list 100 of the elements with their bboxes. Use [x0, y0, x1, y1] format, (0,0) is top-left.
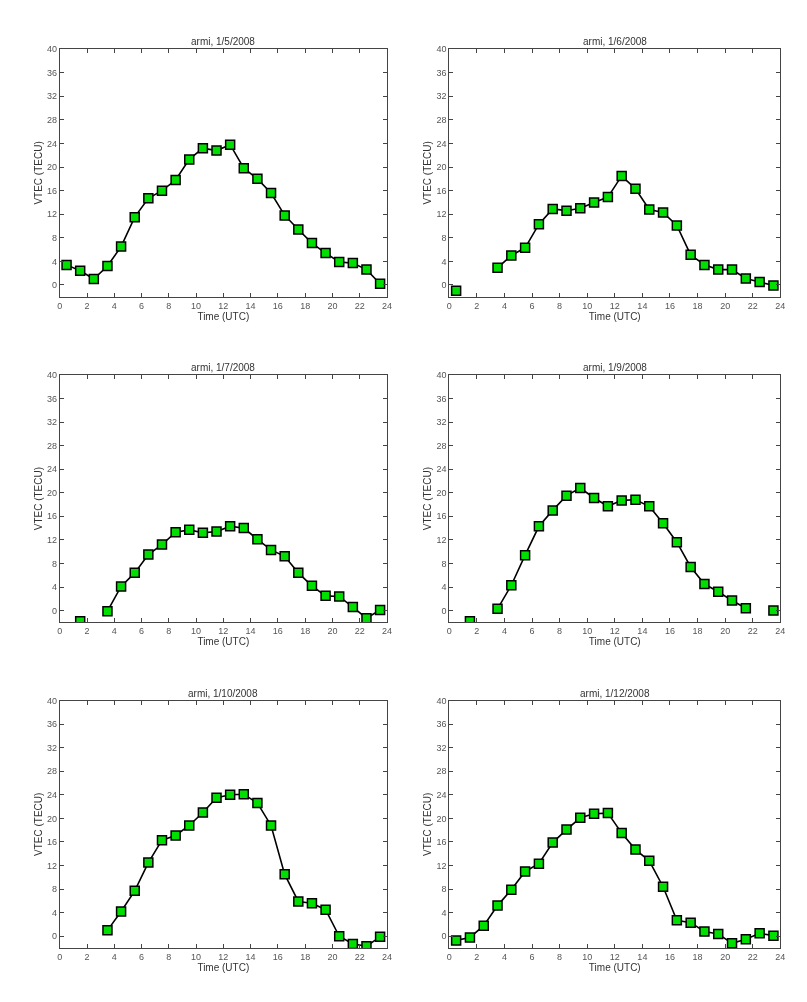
x-tick-label: 12: [218, 626, 229, 637]
point: [575, 203, 586, 214]
x-tick-label: 24: [381, 626, 392, 637]
y-tick-label: 32: [46, 417, 57, 428]
point: [630, 183, 641, 195]
point: [61, 259, 72, 271]
y-tick-label: 4: [441, 582, 447, 593]
point: [740, 602, 752, 614]
point: [238, 162, 250, 174]
y-tick-label: 28: [46, 440, 57, 451]
point: [197, 807, 209, 818]
y-tick-label: 36: [436, 393, 447, 404]
y-axis-title: VTEC (TECU): [422, 141, 434, 205]
point: [306, 237, 318, 249]
x-axis-title: Time (UTC): [588, 636, 641, 648]
point: [265, 820, 277, 831]
x-tick-label: 24: [775, 626, 786, 637]
point: [492, 900, 503, 911]
point: [143, 857, 154, 868]
point: [685, 917, 696, 928]
y-tick-label: 40: [46, 695, 57, 706]
point: [374, 278, 386, 289]
x-tick-label: 18: [300, 951, 311, 962]
point: [361, 612, 372, 623]
x-tick-label: 12: [609, 951, 620, 962]
y-tick-label: 36: [436, 719, 447, 730]
x-tick-label: 22: [747, 626, 758, 637]
x-tick-label: 4: [111, 626, 117, 637]
chart-title: armi, 1/5/2008: [191, 36, 256, 47]
y-axis-title: VTEC (TECU): [32, 466, 44, 531]
point: [320, 247, 331, 259]
point: [768, 605, 779, 616]
x-tick-label: 12: [218, 951, 229, 962]
point: [685, 249, 696, 261]
y-tick-label: 24: [46, 789, 57, 800]
point: [478, 920, 489, 931]
y-tick-label: 24: [436, 464, 447, 475]
y-tick-label: 40: [436, 695, 447, 706]
point: [320, 904, 331, 915]
y-tick-label: 0: [441, 931, 447, 942]
x-tick-label: 16: [664, 951, 675, 962]
point: [575, 482, 586, 494]
point: [224, 139, 236, 150]
y-tick-label: 16: [436, 511, 447, 522]
point: [575, 812, 586, 824]
point: [184, 820, 195, 831]
point: [102, 605, 113, 617]
chart-title: armi, 1/12/2008: [580, 688, 650, 699]
x-tick-label: 14: [245, 300, 256, 311]
point: [115, 906, 127, 917]
x-tick-label: 10: [191, 626, 202, 637]
x-axis-title: Time (UTC): [197, 961, 250, 973]
x-tick-label: 24: [775, 300, 786, 311]
x-tick-label: 2: [84, 300, 90, 311]
point: [211, 526, 222, 537]
y-tick-label: 24: [46, 464, 57, 475]
point: [143, 193, 154, 204]
y-tick-label: 8: [51, 884, 57, 895]
y-tick-label: 36: [46, 67, 57, 78]
point: [333, 931, 345, 942]
point: [533, 218, 545, 230]
y-tick-label: 8: [51, 232, 57, 243]
x-tick-label: 6: [529, 951, 535, 962]
point: [156, 539, 168, 550]
point: [740, 273, 752, 284]
y-tick-label: 16: [436, 837, 447, 848]
y-tick-label: 16: [436, 185, 447, 196]
point: [588, 197, 600, 208]
point: [88, 273, 100, 285]
x-tick-label: 16: [272, 951, 283, 962]
x-tick-label: 20: [327, 626, 338, 637]
point: [547, 505, 558, 516]
y-tick-label: 40: [436, 44, 447, 55]
point: [265, 544, 277, 556]
x-tick-label: 18: [300, 626, 311, 637]
point: [170, 174, 181, 186]
x-tick-label: 2: [474, 951, 480, 962]
x-tick-label: 8: [166, 951, 172, 962]
y-tick-label: 20: [436, 487, 447, 498]
x-tick-label: 8: [557, 626, 563, 637]
chart-title: armi, 1/9/2008: [583, 362, 648, 373]
chart-title: armi, 1/7/2008: [191, 362, 256, 373]
point: [170, 526, 181, 538]
x-tick-label: 12: [609, 626, 620, 637]
y-tick-label: 0: [51, 931, 57, 942]
point: [293, 567, 304, 579]
y-tick-label: 4: [51, 582, 57, 593]
point: [519, 549, 531, 561]
point: [602, 501, 614, 512]
x-tick-label: 2: [84, 951, 90, 962]
point: [712, 928, 724, 940]
point: [644, 855, 655, 867]
point: [754, 928, 765, 939]
y-tick-label: 12: [46, 860, 57, 871]
x-tick-label: 20: [327, 951, 338, 962]
point: [630, 494, 641, 506]
chart-title: armi, 1/10/2008: [188, 688, 258, 699]
point: [115, 581, 127, 592]
x-tick-label: 20: [720, 626, 731, 637]
y-tick-label: 28: [46, 766, 57, 777]
